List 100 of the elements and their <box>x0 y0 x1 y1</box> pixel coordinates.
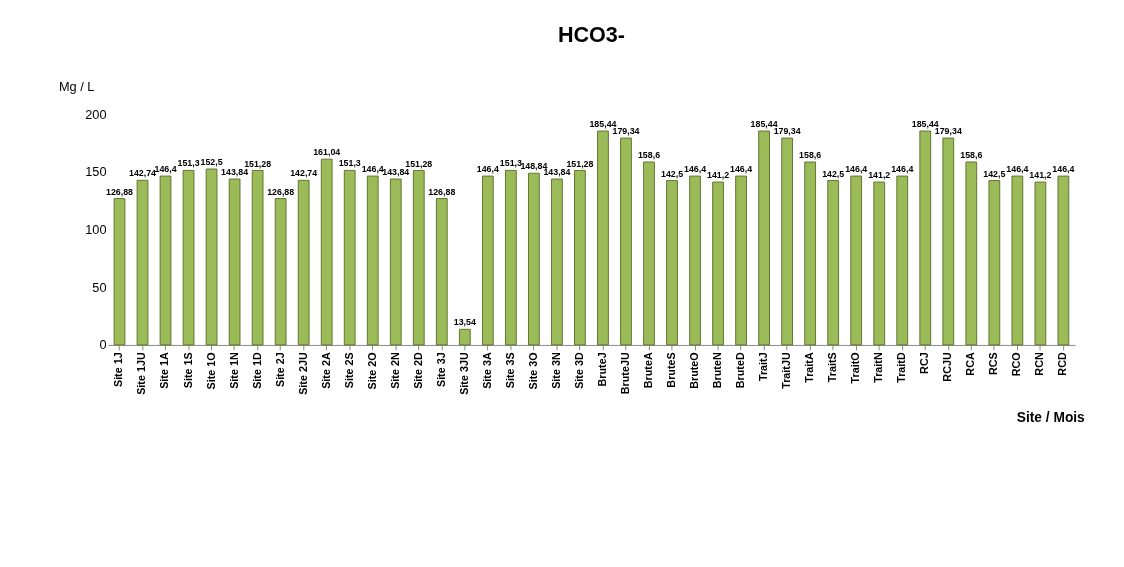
x-tick-label: RCA <box>964 352 977 376</box>
bar <box>712 181 724 346</box>
bar <box>159 175 172 346</box>
data-label: 151,3 <box>338 158 361 169</box>
data-label: 158,6 <box>960 150 983 161</box>
x-tick-label: Site 1O <box>204 352 217 390</box>
x-tick-label: RCD <box>1056 352 1069 376</box>
x-tick-label: Site 3JU <box>457 352 470 395</box>
bar <box>574 169 586 346</box>
x-tick-label: Site 2O <box>365 352 378 390</box>
data-label: 146,4 <box>476 164 499 175</box>
x-tick-label: TraitN <box>872 352 885 383</box>
data-label: 126,88 <box>267 186 295 197</box>
data-label: 142,5 <box>983 168 1006 179</box>
x-tick-label: TraitA <box>803 352 816 383</box>
bar <box>274 198 287 346</box>
bar <box>1011 175 1024 346</box>
bar <box>481 175 494 346</box>
data-label: 143,84 <box>221 167 249 178</box>
data-label: 151,28 <box>244 158 272 169</box>
bar <box>297 179 310 346</box>
bar <box>919 130 932 346</box>
x-tick-label: Site 2A <box>319 352 332 389</box>
data-label: 158,6 <box>799 150 822 161</box>
x-tick-label: BruteJU <box>618 352 631 395</box>
bar <box>827 180 840 346</box>
bar <box>528 172 540 346</box>
bar <box>735 175 747 346</box>
data-label: 151,3 <box>177 158 200 169</box>
x-tick-label: TraitD <box>895 352 908 383</box>
bar <box>620 137 632 346</box>
bar <box>965 161 978 346</box>
bar <box>504 169 517 346</box>
x-tick-label: Site 3J <box>434 352 447 388</box>
x-tick-label: BruteN <box>711 352 724 389</box>
x-tick-label: RCO <box>1010 352 1023 377</box>
x-tick-label: RCS <box>987 352 1000 376</box>
x-tick-label: Site 1D <box>250 352 263 389</box>
data-label: 142,74 <box>290 168 318 179</box>
x-tick-label: RCN <box>1033 352 1046 376</box>
x-tick-label: BruteA <box>641 352 654 389</box>
bar <box>896 175 909 346</box>
bar <box>182 169 195 346</box>
y-tick-label: 150 <box>85 164 107 180</box>
x-tick-label: BruteO <box>687 352 700 389</box>
x-tick-label: Site 3S <box>503 352 516 389</box>
data-label: 146,4 <box>730 164 753 175</box>
x-tick-label: Site 3N <box>549 352 562 389</box>
x-tick-label: TraitO <box>849 352 862 384</box>
bar <box>781 137 794 346</box>
bar <box>412 169 425 346</box>
data-label: 151,28 <box>405 158 433 169</box>
bar <box>689 175 701 346</box>
data-label: 142,5 <box>660 168 684 179</box>
data-label: 146,4 <box>845 164 868 175</box>
bar <box>136 179 149 346</box>
x-tick-label: Site 1JU <box>135 352 148 395</box>
x-tick-label: TraitS <box>826 352 839 383</box>
bar <box>988 180 1001 346</box>
bar <box>205 168 218 346</box>
y-tick-label: 200 <box>85 106 107 122</box>
x-tick-label: Site 2D <box>411 352 424 389</box>
bar <box>1057 175 1070 346</box>
bar <box>113 198 126 346</box>
bar <box>666 180 678 346</box>
data-label: 158,6 <box>637 150 661 161</box>
data-label: 142,74 <box>129 168 157 179</box>
data-label: 13,54 <box>453 317 476 328</box>
data-label: 126,88 <box>428 186 456 197</box>
bar <box>435 198 448 346</box>
bar <box>873 181 886 346</box>
x-tick-label: Site 1J <box>112 352 125 388</box>
x-axis-title: Site / Mois <box>1016 410 1086 426</box>
x-tick-label: Site 2N <box>388 352 401 389</box>
x-tick-label: BruteJ <box>595 352 608 387</box>
y-tick-label: 100 <box>85 222 107 238</box>
data-label: 146,4 <box>1006 164 1029 175</box>
y-tick-label: 0 <box>99 337 107 353</box>
x-tick-label: Site 2S <box>342 352 355 389</box>
data-label: 146,4 <box>891 164 914 175</box>
x-tick-label: Site 3O <box>526 352 539 390</box>
x-tick-label: Site 3D <box>572 352 585 389</box>
data-label: 141,2 <box>1029 170 1052 181</box>
x-tick-label: Site 3A <box>480 352 493 389</box>
bar <box>850 175 863 346</box>
y-axis-title: Mg / L <box>58 78 95 94</box>
x-tick-label: RCJU <box>941 352 954 382</box>
data-label: 126,88 <box>105 186 134 197</box>
bar <box>343 169 356 346</box>
bar <box>551 178 563 346</box>
x-tick-label: TraitJ <box>757 352 770 382</box>
data-label: 141,2 <box>707 170 730 181</box>
chart-title: HCO3- <box>557 21 626 47</box>
bar <box>228 178 241 346</box>
bar <box>1034 181 1047 346</box>
y-tick-label: 50 <box>92 279 107 295</box>
data-label: 161,04 <box>313 147 341 158</box>
data-label: 146,4 <box>684 164 707 175</box>
bar <box>320 158 333 346</box>
x-tick-label: BruteS <box>664 352 677 388</box>
